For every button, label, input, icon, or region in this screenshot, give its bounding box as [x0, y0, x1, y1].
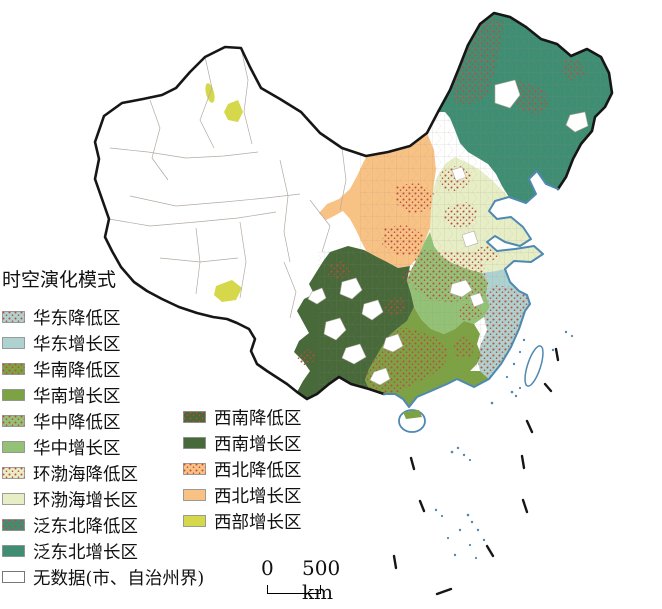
legend-label: 西北降低区: [214, 460, 302, 481]
legend-swatch: [2, 337, 25, 349]
legend-label: 华中降低区: [33, 412, 121, 433]
legend-item-west-growth: 西部增长区: [183, 508, 302, 534]
legend-label: 环渤海降低区: [33, 464, 138, 485]
legend-label: 西南增长区: [214, 434, 302, 455]
region-west-growth-patches: [205, 83, 243, 302]
legend-swatch: [2, 545, 25, 557]
national-border: [93, 11, 614, 401]
legend-label: 无数据(市、自治州界): [33, 568, 205, 589]
island-dots: [434, 330, 574, 560]
legend-swatch: [2, 571, 25, 583]
legend-item-east-decline: 华东降低区: [2, 304, 204, 330]
legend-swatch: [2, 415, 25, 427]
taiwan-outline: [524, 345, 544, 387]
coastline: [383, 170, 559, 408]
prefecture-boundaries-west: [108, 47, 347, 319]
legend-swatch: [2, 519, 25, 531]
scale-zero-label: 0: [261, 556, 274, 580]
legend-swatch: [2, 441, 25, 453]
no-data-holes: [307, 79, 589, 386]
legend-swatch: [183, 489, 206, 501]
legend-label: 西南降低区: [214, 408, 302, 429]
legend-item-southwest-growth: 西南增长区: [183, 430, 302, 456]
legend-item-east-growth: 华东增长区: [2, 330, 204, 356]
legend-item-south-decline: 华南降低区: [2, 356, 204, 382]
legend-item-no-data: 无数据(市、自治州界): [2, 564, 204, 590]
legend-label: 西北增长区: [214, 486, 302, 507]
legend-label: 华东降低区: [33, 308, 121, 329]
legend-label: 华中增长区: [33, 438, 121, 459]
legend-item-south-growth: 华南增长区: [2, 382, 204, 408]
legend-swatch: [183, 515, 206, 527]
legend-label: 华东增长区: [33, 334, 121, 355]
hainan-island: [398, 409, 426, 433]
legend-item-northeast-decline: 泛东北降低区: [2, 512, 204, 538]
legend-label: 泛东北降低区: [33, 516, 138, 537]
legend-swatch: [183, 463, 206, 475]
legend-column-2: 西南降低区 西南增长区 西北降低区 西北增长区 西部增长区: [183, 404, 302, 534]
legend-label: 环渤海增长区: [33, 490, 138, 511]
legend-swatch: [183, 437, 206, 449]
legend-label: 华南增长区: [33, 386, 121, 407]
legend-title: 时空演化模式: [2, 269, 117, 291]
legend-column-1: 时空演化模式 华东降低区 华东增长区 华南降低区 华南增长区 华中降低区: [2, 268, 204, 590]
legend-label: 泛东北增长区: [33, 542, 138, 563]
legend-item-bohai-growth: 环渤海增长区: [2, 486, 204, 512]
legend-item-bohai-decline: 环渤海降低区: [2, 460, 204, 486]
legend-swatch: [2, 389, 25, 401]
legend-item-central-decline: 华中降低区: [2, 408, 204, 434]
legend-swatch: [183, 411, 206, 423]
legend-label: 华南降低区: [33, 360, 121, 381]
legend-item-southwest-decline: 西南降低区: [183, 404, 302, 430]
legend-item-northwest-decline: 西北降低区: [183, 456, 302, 482]
legend-item-northwest-growth: 西北增长区: [183, 482, 302, 508]
legend-item-central-growth: 华中增长区: [2, 434, 204, 460]
scale-bar-bracket: [267, 585, 321, 594]
legend-label: 西部增长区: [214, 512, 302, 533]
legend-swatch: [2, 311, 25, 323]
scale-distance-label: 500 km: [302, 556, 341, 604]
legend-swatch: [2, 363, 25, 375]
nine-dash-line: [392, 347, 560, 596]
legend-item-northeast-growth: 泛东北增长区: [2, 538, 204, 564]
legend-swatch: [2, 467, 25, 479]
legend-swatch: [2, 493, 25, 505]
